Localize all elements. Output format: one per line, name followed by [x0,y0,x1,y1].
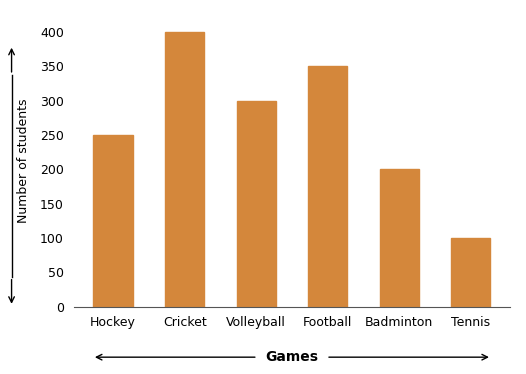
Bar [165,32,204,307]
Bar [237,101,276,307]
Text: Games: Games [266,350,318,364]
Bar [94,135,133,307]
Bar [380,169,419,307]
Bar [451,238,490,307]
Text: Number of students: Number of students [17,99,30,223]
Bar [308,66,347,307]
